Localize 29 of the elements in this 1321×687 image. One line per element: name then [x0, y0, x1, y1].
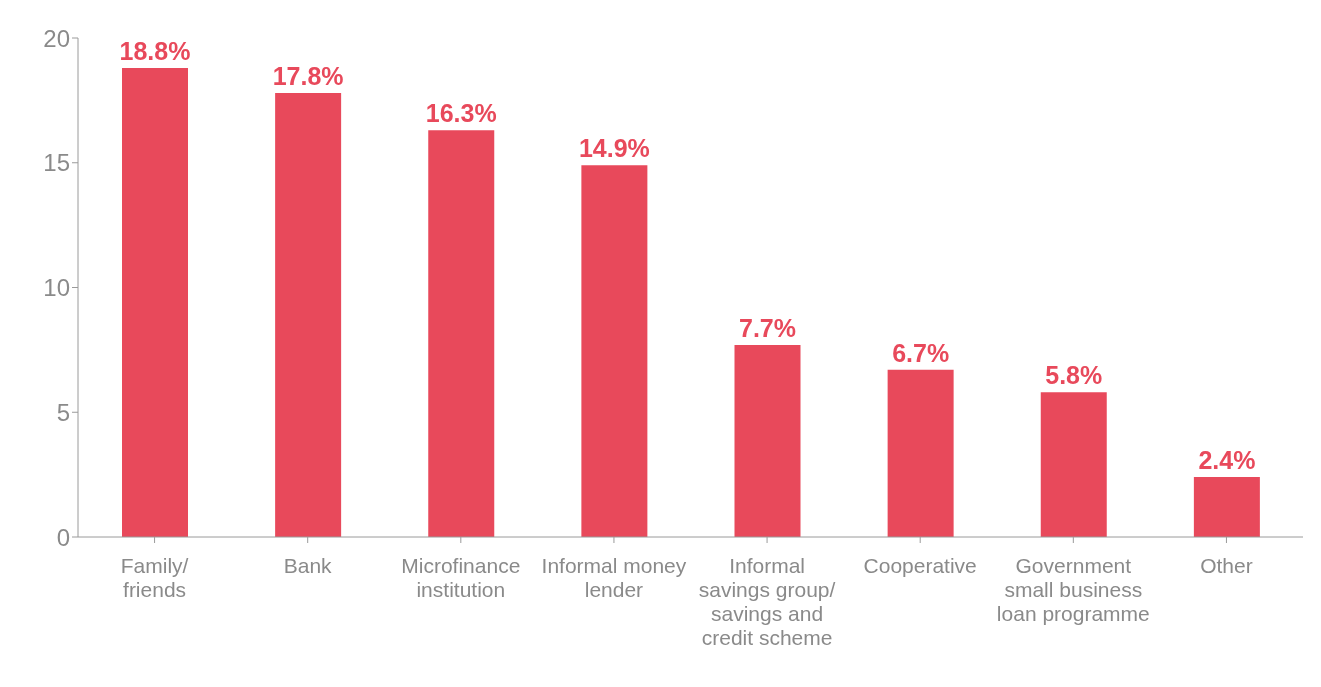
data-label: 6.7%	[892, 338, 950, 367]
x-tick-label: Other	[1200, 554, 1253, 577]
bar	[122, 67, 188, 537]
x-tick-label: Family/ friends	[120, 554, 189, 601]
bar	[275, 92, 342, 537]
x-tick-label: Government small business loan programme	[996, 554, 1150, 625]
y-tick-label: 0	[56, 523, 70, 551]
y-tick-label: 15	[43, 149, 70, 177]
bar	[428, 130, 495, 537]
bar	[581, 165, 648, 537]
y-tick-label: 5	[56, 398, 70, 426]
bar	[734, 344, 801, 537]
x-tick-label: Informal money lender	[541, 554, 687, 601]
data-label: 5.8%	[1045, 361, 1103, 390]
bar	[887, 369, 954, 537]
data-label: 16.3%	[425, 99, 497, 128]
x-tick-label: Cooperative	[863, 554, 977, 577]
y-tick-label: 10	[43, 274, 70, 302]
data-label: 17.8%	[272, 61, 344, 90]
x-tick-label: Bank	[283, 554, 333, 577]
x-tick-label: Informal savings group/ savings and credit scheme	[698, 554, 836, 649]
data-label: 2.4%	[1198, 446, 1256, 475]
bar	[1193, 477, 1260, 537]
x-tick-label: Microfinance institution	[401, 554, 521, 601]
data-label: 14.9%	[578, 134, 650, 163]
data-label: 18.8%	[119, 36, 191, 65]
y-tick-label: 20	[43, 24, 70, 52]
bar	[1040, 392, 1107, 537]
data-label: 7.7%	[739, 313, 796, 342]
